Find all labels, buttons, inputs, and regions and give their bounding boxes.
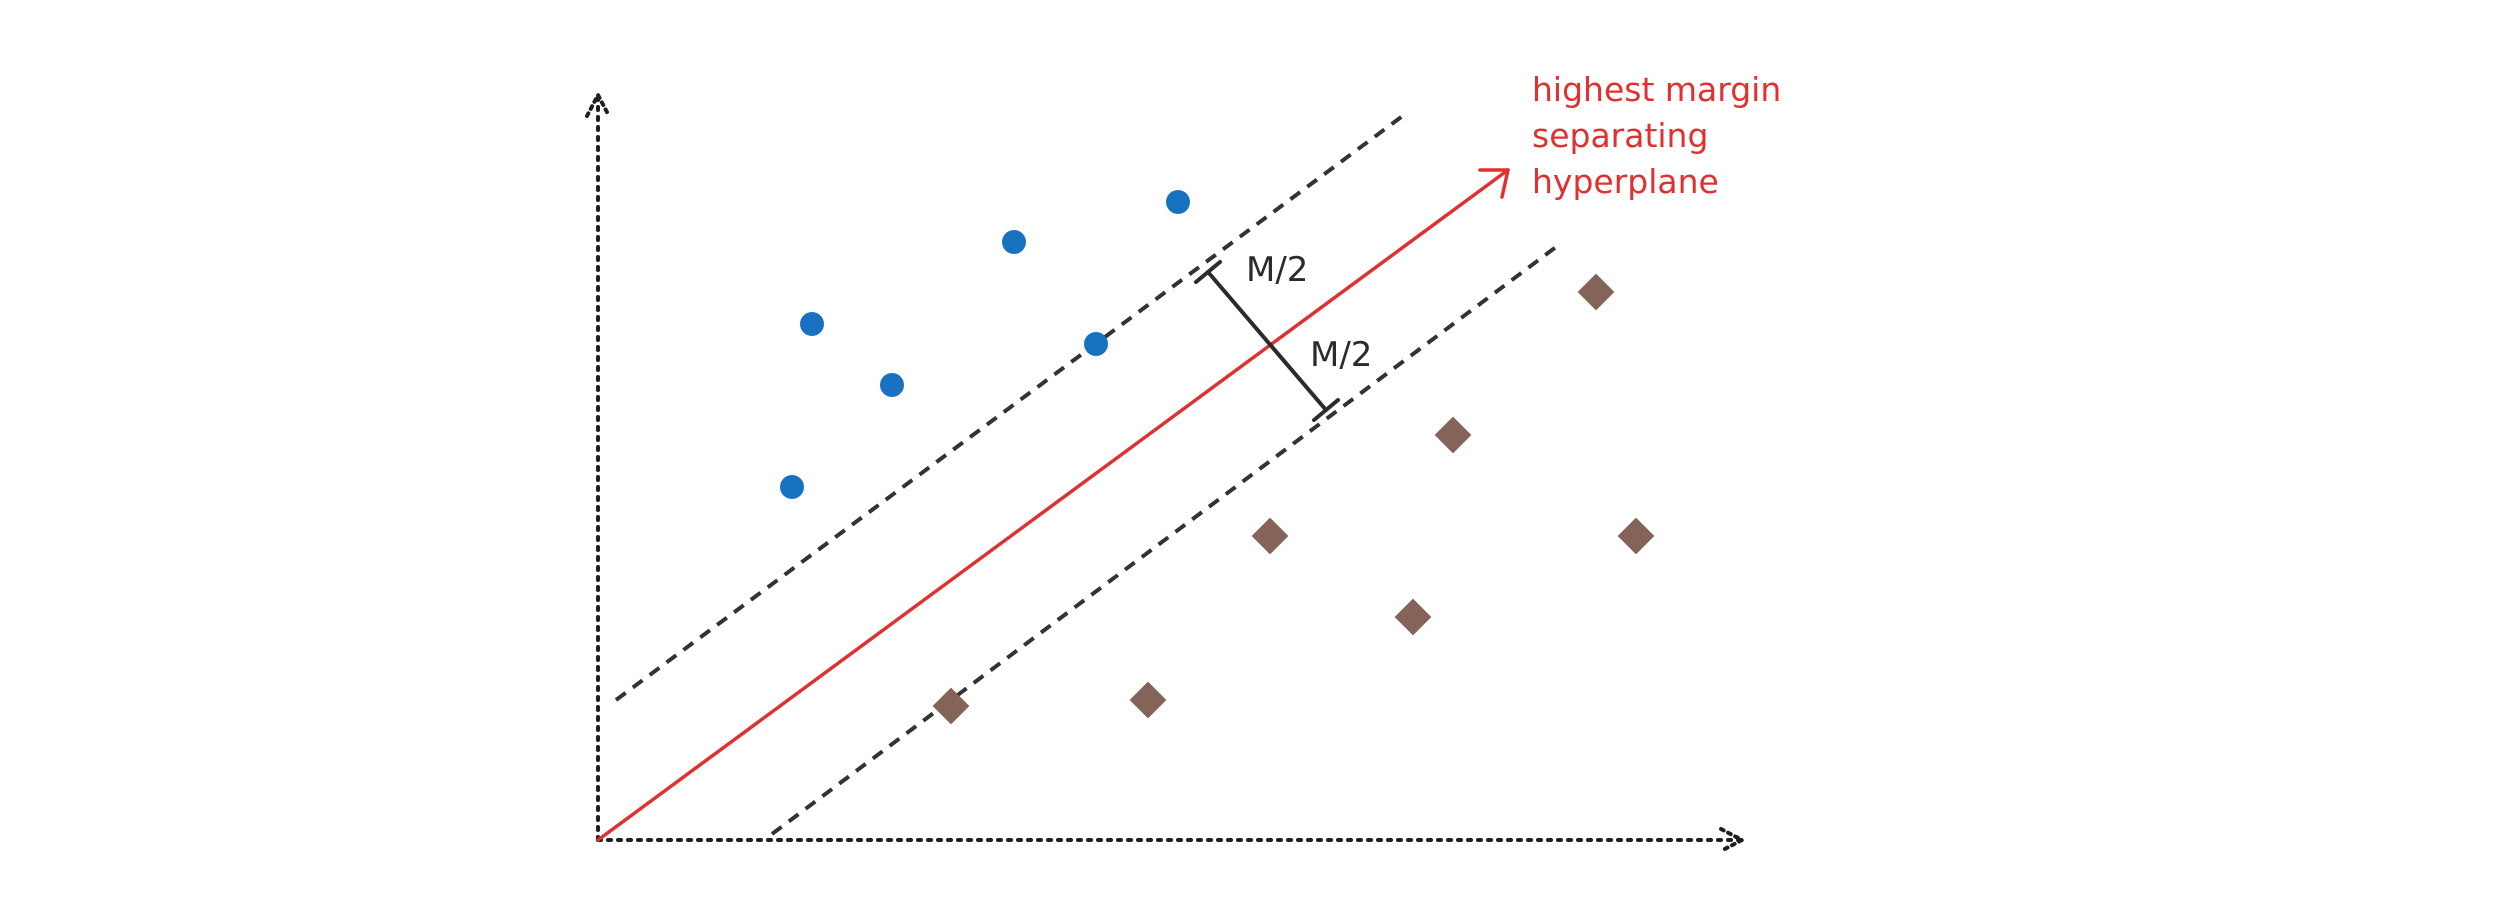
annotation-line-2: separating [1532, 116, 1708, 155]
margin-boundaries [614, 110, 1562, 836]
class-b-point [1251, 517, 1289, 555]
margin-bar-bottom-cap [1312, 398, 1340, 422]
lower-margin-line [770, 242, 1562, 836]
upper-margin-label: M/2 [1246, 250, 1308, 290]
class-a-point [1084, 332, 1108, 356]
class-a-point [780, 475, 804, 499]
separating-hyperplane [596, 168, 1510, 842]
class-a-points [780, 190, 1190, 499]
hyperplane-line [596, 168, 1510, 842]
class-a-point [1166, 190, 1190, 214]
class-a-point [1002, 230, 1026, 254]
y-axis-arrowhead-icon [585, 90, 611, 118]
upper-margin-line [614, 110, 1410, 702]
class-a-point [880, 373, 904, 397]
margin-bar-top-cap [1194, 260, 1222, 284]
lower-margin-label: M/2 [1310, 335, 1372, 375]
class-b-point [1394, 598, 1432, 636]
hyperplane-annotation: highest margin separating hyperplane [1532, 70, 1781, 201]
class-b-point [1617, 517, 1655, 555]
class-b-point [1129, 681, 1167, 719]
axes [585, 90, 1747, 853]
class-b-point [1577, 273, 1615, 311]
hyperplane-arrowhead-icon [1478, 168, 1510, 199]
annotation-line-3: hyperplane [1532, 162, 1719, 201]
class-b-point [932, 687, 970, 725]
class-b-points [932, 273, 1655, 725]
margin-bar-line [1206, 270, 1328, 412]
annotation-line-1: highest margin [1532, 70, 1781, 109]
x-axis-arrowhead-icon [1719, 827, 1747, 853]
class-a-point [800, 312, 824, 336]
class-b-point [1434, 416, 1472, 454]
margin-width-bar [1194, 260, 1340, 422]
